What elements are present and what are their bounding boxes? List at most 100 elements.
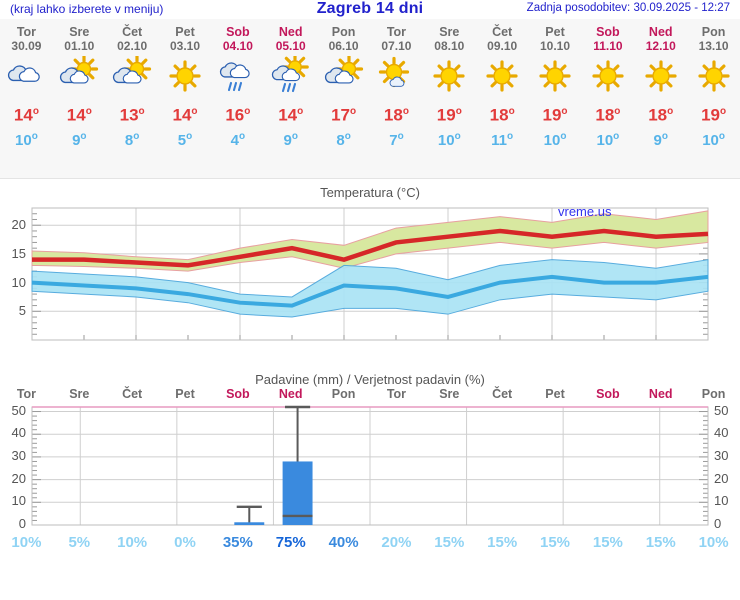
day-date: 02.10 <box>117 39 148 53</box>
max-temperature: 17o <box>331 105 357 125</box>
precip-y-tick-left: 30 <box>11 447 26 463</box>
precip-y-tick-right: 30 <box>714 447 729 463</box>
day-column-4: Pet 03.10 14o 5o <box>159 25 212 151</box>
sun-rain-icon <box>264 55 317 97</box>
watermark: vreme.us <box>558 204 612 219</box>
day-date: 01.10 <box>64 39 95 53</box>
precip-y-tick-right: 10 <box>714 493 729 509</box>
precip-probability: 5% <box>68 534 91 551</box>
temperature-plot: 5 10 15 20 vreme.us <box>0 200 740 360</box>
precip-probability: 15% <box>487 534 518 551</box>
precip-probability: 15% <box>540 534 571 551</box>
max-temperature: 19o <box>701 105 727 125</box>
day-date: 30.09 <box>11 39 42 53</box>
day-name: Ned <box>278 25 303 39</box>
precip-day-label: Ned <box>278 387 303 401</box>
partly-sunny-icon <box>53 55 106 97</box>
day-column-3: Čet 02.10 13o 8o <box>106 25 159 151</box>
day-name: Tor <box>386 25 407 39</box>
precip-probability: 15% <box>592 534 623 551</box>
max-temperature: 13o <box>119 105 145 125</box>
precipitation-plot: 0 0 10 10 20 20 30 30 40 40 50 50 10% 5% 10% 0% 35% 75% 40… <box>0 401 740 553</box>
daily-forecast-strip: Tor 30.09 14o 10o Sre 01.10 14o 9o Čet 02.10 13… <box>0 19 740 179</box>
precip-day-label: Tor <box>16 387 37 401</box>
day-date: 13.10 <box>698 39 729 53</box>
temp-y-tick: 5 <box>18 303 26 319</box>
day-name: Pon <box>331 25 356 39</box>
min-temperature: 10o <box>15 130 38 149</box>
day-date: 09.10 <box>487 39 518 53</box>
precip-y-tick-left: 40 <box>11 425 26 441</box>
precip-y-tick-right: 50 <box>714 402 729 418</box>
day-name: Pet <box>545 25 565 39</box>
max-temperature: 16o <box>225 105 251 125</box>
day-column-12: Sob 11.10 18o 10o <box>581 25 634 151</box>
precip-probability: 0% <box>174 534 196 551</box>
precip-probability: 15% <box>434 534 465 551</box>
precip-probability: 10% <box>698 534 729 551</box>
max-temperature: 14o <box>172 105 198 125</box>
precip-day-label: Čet <box>122 387 143 401</box>
precip-day-label: Sre <box>439 387 460 401</box>
partly-sunny-icon <box>106 55 159 97</box>
day-column-11: Pet 10.10 19o 10o <box>529 25 582 151</box>
sunny-icon <box>634 55 687 97</box>
max-temperature: 19o <box>542 105 568 125</box>
temp-y-tick: 15 <box>11 245 26 261</box>
day-date: 05.10 <box>275 39 306 53</box>
precip-day-label: Sob <box>596 387 620 401</box>
min-temperature: 9o <box>653 130 668 149</box>
min-temperature: 10o <box>543 130 567 149</box>
day-name: Ned <box>648 25 673 39</box>
min-temperature: 10o <box>437 130 461 149</box>
min-temperature: 9o <box>72 130 87 149</box>
day-column-1: Tor 30.09 14o 10o <box>0 25 53 151</box>
sunny-icon <box>581 55 634 97</box>
page-title: Zagreb 14 dni <box>316 0 424 17</box>
day-column-2: Sre 01.10 14o 9o <box>53 25 106 151</box>
day-name: Sre <box>439 25 460 39</box>
cloudy-icon <box>0 55 53 97</box>
precipitation-chart-title: Padavine (mm) / Verjetnost padavin (%) <box>255 372 485 387</box>
max-temperature: 18o <box>383 105 409 125</box>
precip-y-tick-right: 40 <box>714 425 729 441</box>
day-date: 12.10 <box>645 39 676 53</box>
max-temperature: 18o <box>489 105 515 125</box>
day-name: Sre <box>69 25 90 39</box>
day-name: Sob <box>226 25 250 39</box>
precip-y-tick-left: 10 <box>11 493 26 509</box>
day-date: 03.10 <box>169 39 201 53</box>
max-temperature: 14o <box>66 105 92 125</box>
page-header: (kraj lahko izberete v meniju) Zagreb 14… <box>0 0 740 20</box>
min-temperature: 8o <box>124 130 140 149</box>
day-column-14: Pon 13.10 19o 10o <box>687 25 740 151</box>
precip-probability-row: 10% 5% 10% 0% 35% 75% 40% 20% 15% 15% 15% 15% 15% 10% <box>0 534 740 551</box>
day-name: Pon <box>701 25 726 39</box>
temperature-chart-block: Temperatura (°C) 5 10 15 20 vreme.us <box>0 179 740 360</box>
min-temperature: 11o <box>491 130 514 149</box>
min-temperature: 4o <box>230 130 246 149</box>
precip-y-tick-left: 50 <box>11 402 26 418</box>
precipitation-day-labels: Tor Sre Čet Pet Sob Ned Pon Tor Sre Čet Pet Sob Ned P… <box>0 387 740 401</box>
day-name: Čet <box>492 25 513 39</box>
min-temperature: 9o <box>283 130 298 149</box>
day-column-5: Sob 04.10 16o 4o <box>211 25 264 151</box>
precip-probability: 20% <box>381 534 412 551</box>
rain-shower-icon <box>211 55 264 97</box>
min-temperature: 10o <box>702 130 725 149</box>
max-temperature: 14o <box>278 105 304 125</box>
temp-y-tick: 10 <box>11 274 26 290</box>
day-column-13: Ned 12.10 18o 9o <box>634 25 687 151</box>
precip-day-label: Pon <box>701 387 726 401</box>
min-temperature: 8o <box>336 130 351 149</box>
precip-probability: 75% <box>275 534 306 551</box>
day-name: Čet <box>122 25 143 39</box>
min-temperature: 10o <box>596 130 620 149</box>
day-date: 07.10 <box>381 39 412 53</box>
precip-probability: 10% <box>11 534 42 551</box>
min-temperature: 5o <box>177 130 193 149</box>
location-hint: (kraj lahko izberete v meniju) <box>10 2 164 16</box>
day-column-7: Pon 06.10 17o 8o <box>317 25 370 151</box>
precip-day-label: Sob <box>226 387 250 401</box>
